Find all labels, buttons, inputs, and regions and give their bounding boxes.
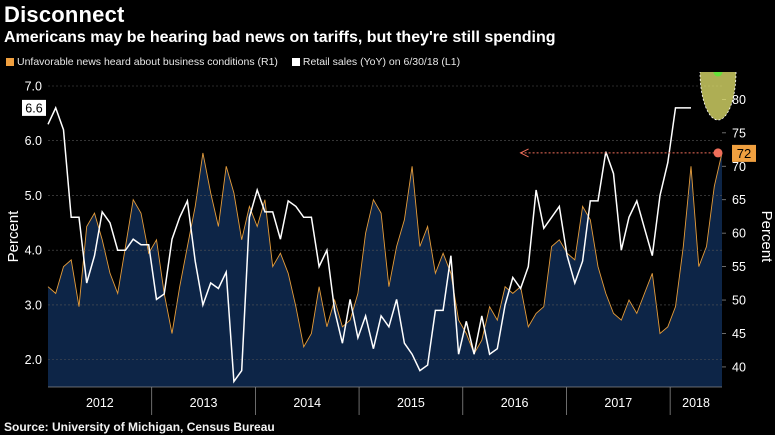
highlight-ellipse (699, 72, 737, 121)
annotation-red-dot (713, 148, 723, 158)
callout-left-value: 6.6 (25, 101, 42, 115)
y-left-tick-label: 6.0 (25, 134, 42, 148)
y-left-axis-label: Percent (5, 210, 22, 263)
chart-title: Disconnect (4, 2, 125, 27)
annotation-red-arrowhead (519, 148, 529, 158)
y-right-tick-label: 80 (732, 93, 746, 107)
legend-swatch-retail-sales (291, 58, 300, 66)
legend-swatch-unfavorable (6, 58, 14, 66)
callout-box-left (22, 99, 46, 116)
y-right-tick-label: 50 (732, 294, 746, 308)
y-right-tick-label: 75 (732, 126, 746, 140)
x-tick-label: 2016 (501, 396, 529, 410)
y-left-tick-label: 4.0 (25, 244, 42, 258)
y-right-tick-label: 55 (732, 260, 746, 274)
legend: Unfavorable news heard about business co… (6, 56, 460, 68)
source-note: Source: University of Michigan, Census B… (4, 420, 275, 434)
x-tick-label: 2013 (190, 396, 218, 410)
y-right-tick-label: 70 (732, 160, 746, 174)
series-area-unfavorable-fill (48, 152, 722, 387)
legend-item-retail-sales: Retail sales (YoY) on 6/30/18 (L1) (291, 56, 461, 68)
x-tick-label: 2012 (86, 396, 114, 410)
legend-label-unfavorable: Unfavorable news heard about business co… (17, 56, 278, 68)
x-tick-label: 2017 (604, 396, 632, 410)
annotation-green-dot (713, 72, 723, 77)
y-left-tick-label: 2.0 (25, 353, 42, 367)
y-right-tick-label: 60 (732, 227, 746, 241)
chart-plot: 2.0 3.0 4.0 5.0 6.0 7.0 40 45 50 55 60 65 70 75 80 Perc… (0, 72, 775, 415)
y-left-tick-label: 5.0 (25, 189, 42, 203)
y-right-tick-label: 40 (732, 360, 746, 374)
y-left-tick-label: 7.0 (25, 80, 42, 94)
x-tick-label: 2015 (397, 396, 425, 410)
callout-right-value: 72 (737, 146, 751, 161)
x-tick-label: 2018 (682, 396, 710, 410)
legend-item-unfavorable: Unfavorable news heard about business co… (6, 56, 278, 68)
series-line-retail-sales (47, 105, 691, 384)
y-left-tick-label: 3.0 (25, 298, 42, 312)
callout-box-right (732, 144, 756, 162)
chart-subtitle: Americans may be hearing bad news on tar… (4, 29, 556, 46)
legend-label-retail-sales: Retail sales (YoY) on 6/30/18 (L1) (302, 56, 461, 68)
y-right-tick-label: 65 (732, 193, 746, 207)
y-right-axis-label: Percent (758, 211, 775, 264)
y-right-tick-label: 45 (732, 327, 746, 341)
x-tick-label: 2014 (293, 396, 321, 410)
